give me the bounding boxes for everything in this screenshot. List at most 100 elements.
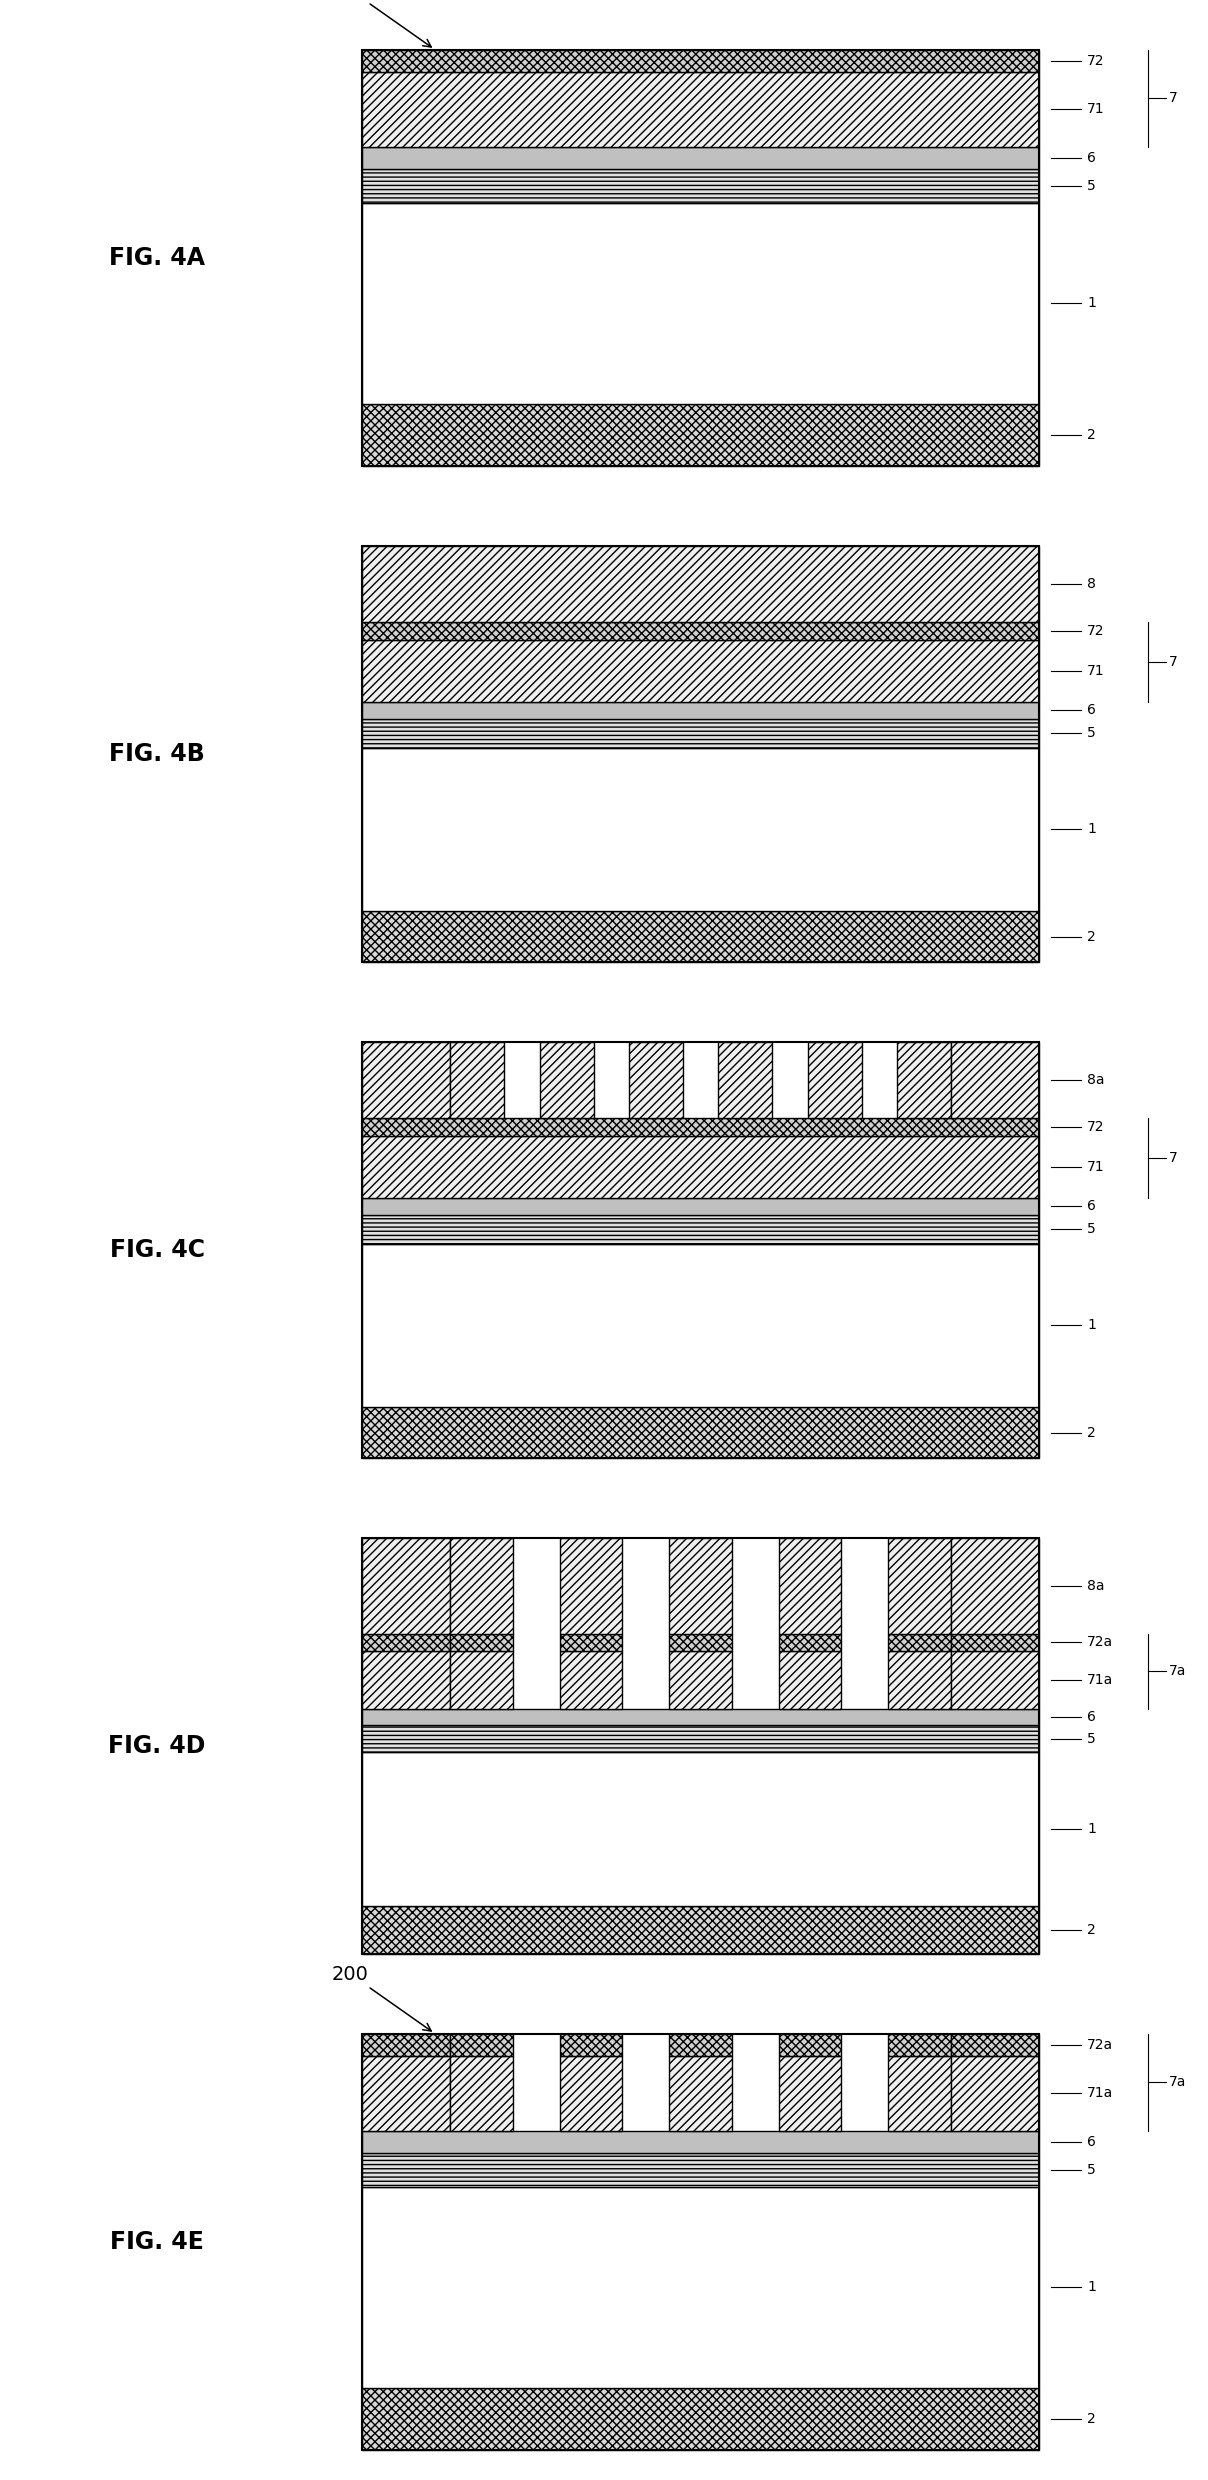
- Bar: [559, 2034, 622, 2056]
- Bar: [669, 1652, 732, 1709]
- Text: 5: 5: [1087, 179, 1096, 193]
- Bar: [951, 1042, 1039, 1118]
- Text: 6: 6: [1087, 704, 1096, 717]
- Text: 2: 2: [1087, 2413, 1096, 2425]
- Bar: [362, 546, 1039, 622]
- Text: 1: 1: [1087, 823, 1096, 836]
- Bar: [669, 2034, 732, 2056]
- Bar: [362, 746, 1039, 910]
- Bar: [451, 1538, 513, 1634]
- Bar: [779, 1538, 842, 1634]
- Bar: [362, 702, 1039, 719]
- Text: 2: 2: [1087, 429, 1096, 441]
- Bar: [451, 2034, 513, 2056]
- Bar: [951, 1652, 1039, 1709]
- Text: 6: 6: [1087, 151, 1096, 164]
- Bar: [362, 1709, 1039, 1726]
- Bar: [451, 1634, 513, 1652]
- Text: FIG. 4C: FIG. 4C: [110, 1238, 204, 1262]
- Text: 1: 1: [1087, 1319, 1096, 1332]
- Bar: [362, 1538, 451, 1634]
- Bar: [362, 1652, 451, 1709]
- Bar: [362, 640, 1039, 702]
- Bar: [629, 1042, 683, 1118]
- Text: 200: 200: [332, 1964, 431, 2031]
- Bar: [559, 1538, 622, 1634]
- Bar: [779, 2034, 842, 2056]
- Text: FIG. 4A: FIG. 4A: [109, 246, 205, 270]
- Text: 72: 72: [1087, 55, 1104, 67]
- Bar: [362, 2034, 1039, 2450]
- Bar: [362, 50, 1039, 466]
- Text: 5: 5: [1087, 1223, 1096, 1238]
- Text: 8a: 8a: [1087, 1074, 1104, 1086]
- Bar: [362, 719, 1039, 746]
- Bar: [362, 1242, 1039, 1406]
- Bar: [719, 1042, 772, 1118]
- Bar: [669, 1538, 732, 1634]
- Bar: [559, 2056, 622, 2130]
- Text: 7: 7: [1169, 655, 1178, 670]
- Bar: [951, 2056, 1039, 2130]
- Bar: [888, 1634, 951, 1652]
- Text: 6: 6: [1087, 2135, 1096, 2148]
- Text: 71: 71: [1087, 665, 1105, 677]
- Bar: [362, 622, 1039, 640]
- Bar: [888, 1652, 951, 1709]
- Text: 71: 71: [1087, 102, 1105, 117]
- Text: 2: 2: [1087, 1426, 1096, 1441]
- Text: 100: 100: [332, 0, 431, 47]
- Text: 72: 72: [1087, 625, 1104, 637]
- Bar: [951, 1538, 1039, 1634]
- Bar: [559, 1634, 622, 1652]
- Text: 8: 8: [1087, 578, 1096, 590]
- Bar: [896, 1042, 951, 1118]
- Text: 2: 2: [1087, 1922, 1096, 1937]
- Bar: [559, 1652, 622, 1709]
- Text: 7a: 7a: [1169, 2076, 1186, 2088]
- Text: 8a: 8a: [1087, 1580, 1104, 1592]
- Bar: [540, 1042, 594, 1118]
- Bar: [951, 1634, 1039, 1652]
- Bar: [779, 1634, 842, 1652]
- Bar: [362, 1215, 1039, 1242]
- Bar: [362, 1042, 1039, 1458]
- Bar: [362, 1634, 451, 1652]
- Bar: [888, 2056, 951, 2130]
- Text: 5: 5: [1087, 2163, 1096, 2177]
- Bar: [779, 2056, 842, 2130]
- Bar: [951, 2034, 1039, 2056]
- Text: 5: 5: [1087, 727, 1096, 742]
- Bar: [779, 1652, 842, 1709]
- Bar: [362, 203, 1039, 404]
- Bar: [451, 1652, 513, 1709]
- Bar: [362, 2187, 1039, 2388]
- Bar: [362, 1907, 1039, 1954]
- Text: FIG. 4B: FIG. 4B: [109, 742, 205, 766]
- Text: 72a: 72a: [1087, 1634, 1114, 1649]
- Bar: [362, 1136, 1039, 1198]
- Bar: [362, 1118, 1039, 1136]
- Bar: [362, 1198, 1039, 1215]
- Text: 71: 71: [1087, 1161, 1105, 1173]
- Text: 72a: 72a: [1087, 2039, 1114, 2051]
- Bar: [362, 1042, 451, 1118]
- Text: 1: 1: [1087, 2279, 1096, 2294]
- Text: 1: 1: [1087, 1823, 1096, 1835]
- Bar: [362, 2153, 1039, 2187]
- Bar: [362, 1538, 1039, 1954]
- Bar: [451, 2056, 513, 2130]
- Bar: [888, 2034, 951, 2056]
- Text: 71a: 71a: [1087, 1672, 1114, 1686]
- Bar: [362, 1726, 1039, 1751]
- Bar: [362, 50, 1039, 72]
- Bar: [362, 910, 1039, 962]
- Text: FIG. 4E: FIG. 4E: [110, 2230, 204, 2254]
- Text: 6: 6: [1087, 1711, 1096, 1724]
- Text: 7: 7: [1169, 1151, 1178, 1166]
- Bar: [362, 546, 1039, 962]
- Text: 6: 6: [1087, 1200, 1096, 1213]
- Bar: [362, 1406, 1039, 1458]
- Bar: [362, 169, 1039, 203]
- Bar: [669, 1634, 732, 1652]
